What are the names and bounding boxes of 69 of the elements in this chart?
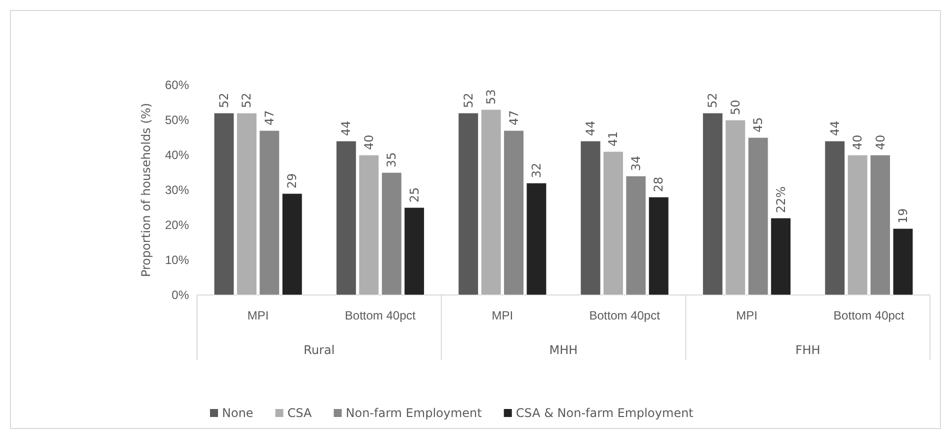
legend-label: CSA & Non-farm Employment — [516, 406, 694, 420]
y-tick-label: 30% — [164, 182, 190, 197]
data-label: 52 — [240, 92, 254, 108]
data-label: 34 — [628, 156, 643, 171]
y-tick-label: 0% — [172, 288, 190, 302]
data-label: 52 — [217, 92, 232, 108]
data-label: 19 — [896, 208, 910, 224]
bar — [748, 137, 768, 296]
bar — [870, 154, 891, 296]
data-label: 35 — [384, 152, 399, 168]
data-label: 28 — [652, 176, 666, 192]
text: FHH — [795, 343, 820, 357]
data-label: 22% — [774, 186, 788, 213]
legend-label: None — [222, 406, 254, 420]
data-label: 45 — [751, 117, 766, 132]
bar — [458, 112, 479, 296]
data-label: 53 — [484, 89, 498, 104]
x-tick-label: MPI — [736, 308, 758, 323]
y-tick-label: 10% — [164, 252, 190, 267]
legend-label: Non-farm Employment — [346, 406, 482, 420]
bar — [282, 193, 302, 296]
bar — [847, 154, 868, 296]
bar — [480, 109, 502, 296]
bar — [259, 130, 280, 296]
x-tick-label: MPI — [492, 308, 514, 323]
y-tick-label: 40% — [164, 148, 190, 162]
data-label: 40 — [873, 134, 888, 150]
bar — [381, 172, 402, 296]
data-label: 40 — [850, 134, 865, 150]
bar — [648, 196, 669, 296]
bar — [702, 112, 723, 296]
data-label: 40 — [362, 134, 376, 150]
x-tick-label: Bottom 40pct — [344, 308, 416, 323]
data-label: 32 — [529, 162, 544, 178]
data-label: 52 — [706, 92, 720, 108]
bar — [770, 218, 792, 296]
data-label: 29 — [285, 173, 300, 188]
y-axis-title: Proportion of households (%) — [139, 102, 153, 278]
y-tick-label: 20% — [164, 218, 190, 232]
text: Rural — [304, 343, 335, 357]
y-tick-label: 50% — [164, 112, 190, 127]
bar — [214, 112, 234, 296]
data-label: 52 — [461, 92, 476, 108]
bar — [336, 140, 356, 296]
legend-label: CSA — [287, 406, 313, 420]
bar — [626, 176, 646, 296]
data-label: 41 — [606, 131, 620, 146]
data-label: 25 — [407, 187, 422, 202]
bar — [504, 130, 524, 296]
bar — [824, 140, 846, 296]
bar — [892, 228, 914, 296]
data-label: 50 — [728, 100, 742, 115]
bar — [580, 140, 601, 296]
bar — [526, 182, 547, 296]
data-label: 47 — [262, 110, 276, 126]
text: MHH — [549, 343, 578, 357]
bar — [725, 120, 746, 296]
data-label: 44 — [828, 120, 842, 136]
data-label: 44 — [339, 120, 354, 136]
x-tick-label: Bottom 40pct — [834, 308, 905, 323]
data-label: 44 — [584, 120, 598, 136]
y-tick-label: 60% — [164, 78, 190, 92]
bar — [358, 154, 380, 296]
x-tick-label: MPI — [247, 308, 269, 323]
data-label: 47 — [506, 110, 521, 126]
x-tick-label: Bottom 40pct — [589, 308, 661, 323]
bar — [404, 207, 425, 296]
bar — [236, 112, 257, 296]
bar — [602, 151, 624, 296]
